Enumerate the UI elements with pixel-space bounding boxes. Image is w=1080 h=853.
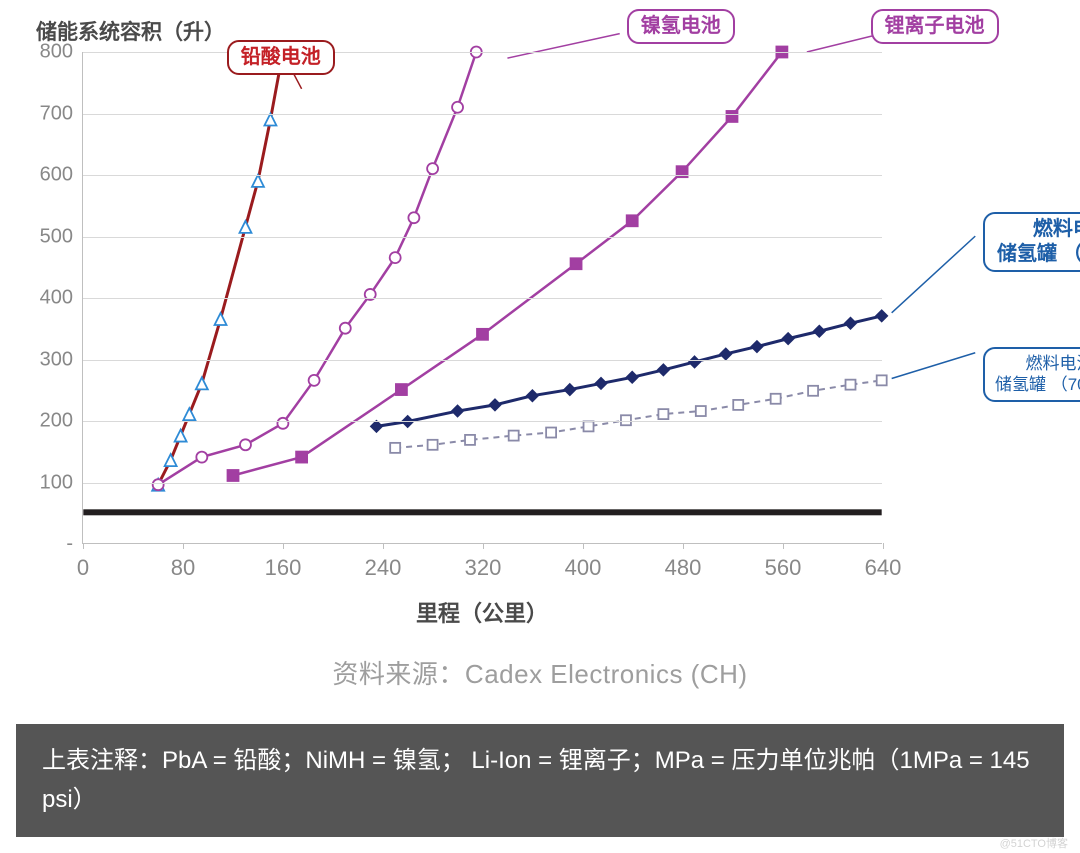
series-marker-liion <box>571 258 582 269</box>
series-marker-fc70 <box>658 409 668 419</box>
series-marker-fc70 <box>733 400 743 410</box>
series-marker-fc35 <box>814 326 825 337</box>
x-tick-label: 480 <box>665 543 702 581</box>
series-label-nimh: 镍氢电池 <box>627 9 735 44</box>
series-marker-lead_acid <box>239 221 251 233</box>
series-marker-fc35 <box>596 378 607 389</box>
gridline <box>83 52 882 53</box>
y-tick-label: 800 <box>40 41 83 64</box>
series-marker-fc35 <box>845 318 856 329</box>
series-marker-nimh <box>340 323 351 334</box>
x-tick-label: 0 <box>77 543 89 581</box>
series-marker-nimh <box>452 102 463 113</box>
series-marker-fc35 <box>489 399 500 410</box>
chart-container: 储能系统容积（升） 100200300400500600700800-08016… <box>20 16 1060 691</box>
series-marker-lead_acid <box>264 114 276 126</box>
x-tick-label: 560 <box>765 543 802 581</box>
series-marker-fc35 <box>627 372 638 383</box>
series-marker-fc70 <box>846 380 856 390</box>
plot-area: 100200300400500600700800-080160240320400… <box>82 52 882 544</box>
series-marker-liion <box>228 470 239 481</box>
gridline <box>83 237 882 238</box>
series-line-nimh <box>158 52 476 485</box>
series-marker-nimh <box>277 418 288 429</box>
y-tick-label: 400 <box>40 287 83 310</box>
series-marker-nimh <box>196 452 207 463</box>
series-marker-fc35 <box>689 356 700 367</box>
gridline <box>83 483 882 484</box>
series-marker-lead_acid <box>165 454 177 466</box>
series-label-fc70: 燃料电池 +储氢罐 （70MPa） <box>983 347 1080 402</box>
series-label-lead_acid: 铅酸电池 <box>227 40 335 75</box>
x-tick-label: 320 <box>465 543 502 581</box>
series-marker-nimh <box>309 375 320 386</box>
series-marker-fc70 <box>465 435 475 445</box>
gridline <box>83 360 882 361</box>
watermark: @51CTO博客 <box>1000 835 1068 851</box>
series-marker-fc35 <box>452 406 463 417</box>
y-tick-label: 700 <box>40 102 83 125</box>
series-marker-fc70 <box>509 431 519 441</box>
footnote-bar: 上表注释：PbA = 铅酸；NiMH = 镍氢； Li-Ion = 锂离子；MP… <box>16 724 1064 837</box>
series-marker-fc35 <box>720 348 731 359</box>
series-marker-nimh <box>408 212 419 223</box>
x-tick-label: 160 <box>265 543 302 581</box>
series-marker-nimh <box>153 479 164 490</box>
y-tick-label: 600 <box>40 164 83 187</box>
series-label-liion: 锂离子电池 <box>871 9 999 44</box>
gridline <box>83 298 882 299</box>
series-marker-liion <box>396 384 407 395</box>
gridline <box>83 175 882 176</box>
series-marker-fc35 <box>527 390 538 401</box>
series-marker-nimh <box>427 163 438 174</box>
y-tick-label: 500 <box>40 225 83 248</box>
series-marker-fc70 <box>546 428 556 438</box>
series-marker-fc70 <box>771 394 781 404</box>
series-marker-lead_acid <box>196 377 208 389</box>
series-marker-lead_acid <box>215 313 227 325</box>
gridline <box>83 114 882 115</box>
y-tick-label: 100 <box>40 471 83 494</box>
series-marker-liion <box>477 329 488 340</box>
series-marker-fc70 <box>428 440 438 450</box>
y-tick-label: 300 <box>40 348 83 371</box>
gridline <box>83 421 882 422</box>
baseline-bar <box>83 509 881 515</box>
series-marker-fc35 <box>658 364 669 375</box>
x-tick-label: 80 <box>171 543 195 581</box>
source-line: 资料来源：Cadex Electronics (CH) <box>20 654 1060 691</box>
series-marker-nimh <box>240 439 251 450</box>
series-marker-lead_acid <box>252 175 264 187</box>
series-marker-nimh <box>390 252 401 263</box>
series-marker-fc70 <box>808 386 818 396</box>
series-marker-liion <box>627 215 638 226</box>
series-marker-fc70 <box>696 406 706 416</box>
x-tick-label: 640 <box>865 543 902 581</box>
series-label-fc35: 燃料电池 +储氢罐 （35MPa） <box>983 212 1080 272</box>
series-marker-fc35 <box>876 310 887 321</box>
series-marker-fc35 <box>751 341 762 352</box>
y-tick-label: 200 <box>40 410 83 433</box>
series-marker-fc35 <box>783 333 794 344</box>
series-marker-lead_acid <box>175 430 187 442</box>
series-marker-fc35 <box>371 421 382 432</box>
series-marker-fc70 <box>584 421 594 431</box>
series-line-lead_acid <box>158 52 283 485</box>
x-tick-label: 240 <box>365 543 402 581</box>
series-marker-fc70 <box>390 443 400 453</box>
x-axis-title: 里程（公里） <box>82 596 882 628</box>
series-marker-fc35 <box>564 384 575 395</box>
series-marker-lead_acid <box>183 408 195 420</box>
x-tick-label: 400 <box>565 543 602 581</box>
series-marker-fc70 <box>877 375 887 385</box>
series-marker-liion <box>296 452 307 463</box>
